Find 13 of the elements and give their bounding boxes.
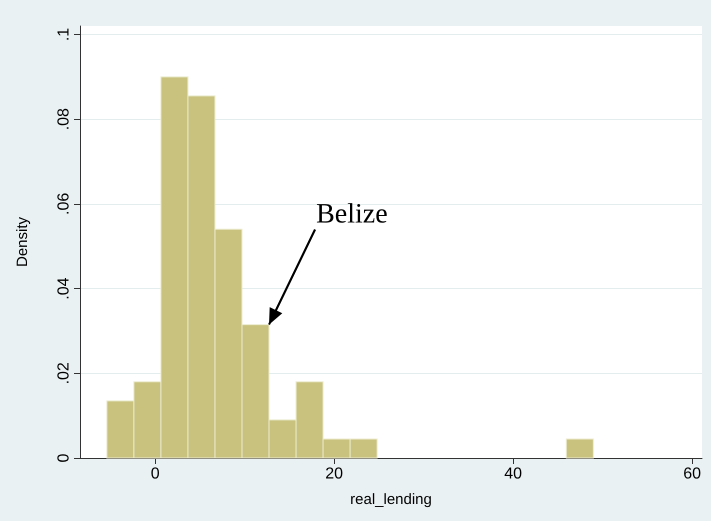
x-tick-label: 20: [325, 466, 344, 482]
y-tick-label: .06: [56, 192, 72, 216]
x-tick-label: 60: [683, 466, 702, 482]
x-tick-label: 40: [504, 466, 522, 482]
y-axis-title: Density: [14, 216, 31, 268]
x-axis-title: real_lending: [350, 491, 432, 508]
y-tick-label: .1: [56, 28, 72, 42]
x-tick-label: 0: [150, 466, 160, 482]
y-tick-label: .02: [56, 362, 72, 384]
y-tick-label: .04: [56, 277, 72, 300]
y-tick-label: 0: [56, 453, 72, 462]
annotation: Belize: [316, 198, 388, 230]
y-tick-label: .08: [56, 108, 72, 130]
